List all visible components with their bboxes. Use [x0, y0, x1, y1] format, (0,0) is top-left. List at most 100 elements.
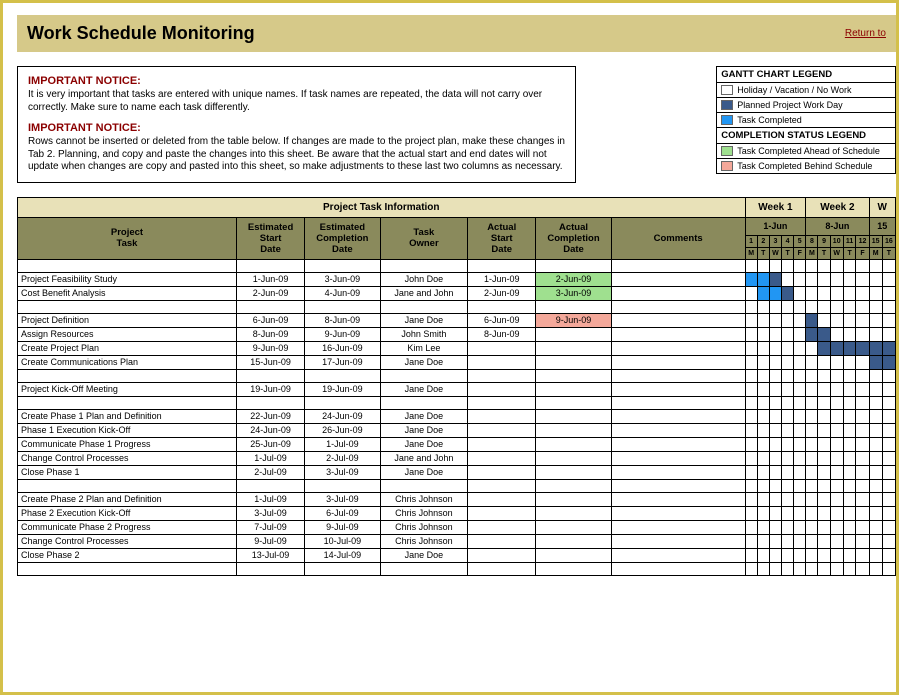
gantt-cell[interactable]	[843, 479, 856, 492]
gantt-cell[interactable]	[806, 286, 818, 300]
gantt-cell[interactable]	[757, 409, 769, 423]
gantt-cell[interactable]	[882, 492, 895, 506]
gantt-cell[interactable]	[830, 369, 843, 382]
gantt-cell[interactable]	[769, 534, 781, 548]
act-start-cell[interactable]	[468, 506, 536, 520]
gantt-cell[interactable]	[769, 437, 781, 451]
est-end-cell[interactable]: 1-Jul-09	[305, 437, 380, 451]
gantt-cell[interactable]	[882, 479, 895, 492]
gantt-cell[interactable]	[856, 286, 869, 300]
gantt-cell[interactable]	[794, 286, 806, 300]
gantt-cell[interactable]	[782, 327, 794, 341]
gantt-cell[interactable]	[843, 272, 856, 286]
gantt-cell[interactable]	[782, 341, 794, 355]
est-start-cell[interactable]: 9-Jun-09	[237, 341, 305, 355]
gantt-cell[interactable]	[769, 327, 781, 341]
est-start-cell[interactable]: 22-Jun-09	[237, 409, 305, 423]
est-end-cell[interactable]: 14-Jul-09	[305, 548, 380, 562]
gantt-cell[interactable]	[757, 341, 769, 355]
gantt-cell[interactable]	[869, 479, 882, 492]
est-end-cell[interactable]: 17-Jun-09	[305, 355, 380, 369]
gantt-cell[interactable]	[769, 259, 781, 272]
gantt-cell[interactable]	[806, 520, 818, 534]
empty-cell[interactable]	[536, 369, 611, 382]
gantt-cell[interactable]	[830, 409, 843, 423]
gantt-cell[interactable]	[843, 369, 856, 382]
act-end-cell[interactable]	[536, 548, 611, 562]
gantt-cell[interactable]	[806, 341, 818, 355]
comments-cell[interactable]	[611, 465, 745, 479]
gantt-cell[interactable]	[757, 423, 769, 437]
gantt-cell[interactable]	[782, 259, 794, 272]
gantt-cell[interactable]	[745, 355, 757, 369]
gantt-cell[interactable]	[757, 396, 769, 409]
task-name-cell[interactable]: Phase 2 Execution Kick-Off	[18, 506, 237, 520]
gantt-cell[interactable]	[806, 396, 818, 409]
gantt-cell[interactable]	[818, 300, 830, 313]
gantt-cell[interactable]	[869, 396, 882, 409]
empty-cell[interactable]	[305, 479, 380, 492]
gantt-cell[interactable]	[782, 396, 794, 409]
gantt-cell[interactable]	[782, 369, 794, 382]
empty-cell[interactable]	[611, 300, 745, 313]
act-end-cell[interactable]	[536, 451, 611, 465]
task-name-cell[interactable]: Create Communications Plan	[18, 355, 237, 369]
gantt-cell[interactable]	[769, 355, 781, 369]
gantt-cell[interactable]	[806, 465, 818, 479]
empty-cell[interactable]	[237, 259, 305, 272]
gantt-cell[interactable]	[882, 313, 895, 327]
gantt-cell[interactable]	[882, 341, 895, 355]
owner-cell[interactable]: Jane Doe	[380, 465, 468, 479]
gantt-cell[interactable]	[856, 259, 869, 272]
gantt-cell[interactable]	[882, 437, 895, 451]
gantt-cell[interactable]	[830, 300, 843, 313]
est-end-cell[interactable]: 26-Jun-09	[305, 423, 380, 437]
gantt-cell[interactable]	[769, 423, 781, 437]
gantt-cell[interactable]	[757, 506, 769, 520]
gantt-cell[interactable]	[843, 534, 856, 548]
gantt-cell[interactable]	[757, 355, 769, 369]
gantt-cell[interactable]	[869, 562, 882, 575]
task-name-cell[interactable]: Close Phase 2	[18, 548, 237, 562]
gantt-cell[interactable]	[869, 286, 882, 300]
gantt-cell[interactable]	[757, 272, 769, 286]
gantt-cell[interactable]	[843, 382, 856, 396]
est-end-cell[interactable]: 9-Jul-09	[305, 520, 380, 534]
task-name-cell[interactable]: Change Control Processes	[18, 534, 237, 548]
gantt-cell[interactable]	[818, 382, 830, 396]
gantt-cell[interactable]	[757, 451, 769, 465]
est-start-cell[interactable]: 6-Jun-09	[237, 313, 305, 327]
gantt-cell[interactable]	[794, 548, 806, 562]
owner-cell[interactable]: Jane and John	[380, 286, 468, 300]
gantt-cell[interactable]	[818, 313, 830, 327]
gantt-cell[interactable]	[869, 300, 882, 313]
owner-cell[interactable]: Jane and John	[380, 451, 468, 465]
gantt-cell[interactable]	[782, 286, 794, 300]
gantt-cell[interactable]	[830, 423, 843, 437]
gantt-cell[interactable]	[745, 259, 757, 272]
empty-cell[interactable]	[380, 369, 468, 382]
gantt-cell[interactable]	[757, 492, 769, 506]
gantt-cell[interactable]	[856, 465, 869, 479]
gantt-cell[interactable]	[794, 272, 806, 286]
empty-cell[interactable]	[18, 396, 237, 409]
gantt-cell[interactable]	[745, 313, 757, 327]
gantt-cell[interactable]	[882, 396, 895, 409]
act-end-cell[interactable]	[536, 534, 611, 548]
est-end-cell[interactable]: 3-Jul-09	[305, 492, 380, 506]
gantt-cell[interactable]	[769, 548, 781, 562]
est-start-cell[interactable]: 13-Jul-09	[237, 548, 305, 562]
est-start-cell[interactable]: 2-Jul-09	[237, 465, 305, 479]
act-end-cell[interactable]	[536, 382, 611, 396]
owner-cell[interactable]: Jane Doe	[380, 423, 468, 437]
gantt-cell[interactable]	[794, 506, 806, 520]
gantt-cell[interactable]	[856, 479, 869, 492]
gantt-cell[interactable]	[794, 396, 806, 409]
task-name-cell[interactable]: Phase 1 Execution Kick-Off	[18, 423, 237, 437]
return-link[interactable]: Return to	[845, 28, 886, 39]
gantt-cell[interactable]	[830, 259, 843, 272]
gantt-cell[interactable]	[794, 341, 806, 355]
gantt-cell[interactable]	[856, 492, 869, 506]
gantt-cell[interactable]	[882, 562, 895, 575]
gantt-cell[interactable]	[856, 327, 869, 341]
